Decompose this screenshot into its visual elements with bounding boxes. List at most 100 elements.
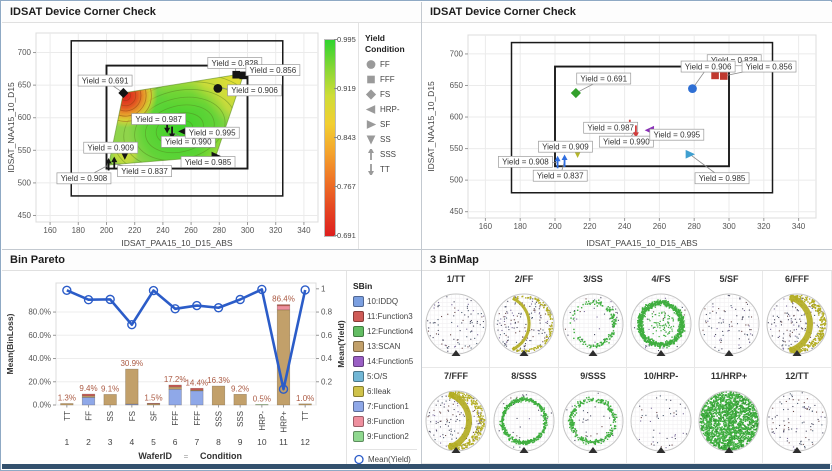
scatter-svg[interactable]: 160 180 200 220 240 260 280 300 320 340 450 500 550 6… <box>422 23 832 250</box>
svg-text:650: 650 <box>18 81 32 90</box>
mean-yield-marker[interactable] <box>235 294 245 305</box>
panel-header-scatter[interactable]: IDSAT Device Corner Check <box>422 2 832 23</box>
sbin-legend-item[interactable]: 8:Function <box>353 416 419 427</box>
sbin-legend-item[interactable]: 13:SCAN <box>353 341 419 352</box>
wafer-map-8-sss[interactable]: 8/SSS <box>490 367 559 464</box>
pareto-bar-12[interactable] <box>298 403 312 406</box>
marker-SSS[interactable] <box>561 154 568 168</box>
marker-FF[interactable] <box>688 84 697 94</box>
legend-item-sss[interactable]: SSS <box>365 149 418 160</box>
panel-header-binmap[interactable]: 3 BinMap <box>422 250 832 271</box>
svg-text:0.8: 0.8 <box>321 308 333 317</box>
pareto-svg[interactable]: 0.0% 20.0% 40.0% 60.0% 80.0% 0.2 0.4 0.6 0.8 1 Mea… <box>2 271 346 464</box>
marker-FF[interactable] <box>213 83 223 93</box>
marker-SSS[interactable] <box>111 156 118 170</box>
diamond-icon[interactable] <box>365 89 377 100</box>
svg-text:450: 450 <box>18 211 32 220</box>
x-axis-label: IDSAT_PAA15_10_D15_ABS <box>121 238 233 248</box>
legend-item-ff[interactable]: FF <box>365 59 418 70</box>
wafer-map-3-ss[interactable]: 3/SS <box>558 271 627 368</box>
wafer-map-9-sss[interactable]: 9/SSS <box>558 367 627 464</box>
sbin-legend-item[interactable]: 14:Function5 <box>353 356 419 367</box>
sbin-legend-item[interactable]: 12:Function4 <box>353 326 419 337</box>
wafer-map-5-sf[interactable]: 5/SF <box>695 271 764 368</box>
wafer-map-2-ff[interactable]: 2/FF <box>490 271 559 368</box>
sbin-legend-item[interactable]: 9:Function2 <box>353 431 419 442</box>
corner-scatter-plot[interactable]: 160 180 200 220 240 260 280 300 320 340 450 500 550 6… <box>422 23 832 250</box>
svg-text:Yield = 0.909: Yield = 0.909 <box>542 142 589 151</box>
legend-item-fs[interactable]: FS <box>365 89 418 100</box>
sbin-legend-item[interactable]: 11:Function3 <box>353 311 419 322</box>
wafer-map-11-hrp+[interactable]: 11/HRP+ <box>695 367 764 464</box>
pareto-bar-2[interactable] <box>81 393 96 406</box>
marker-SSS[interactable] <box>554 155 561 169</box>
svg-text:Yield = 0.856: Yield = 0.856 <box>250 66 297 75</box>
sbin-legend-item[interactable]: 10:IDDQ <box>353 296 419 307</box>
wafer-map-4-fs[interactable]: 4/FS <box>626 271 696 368</box>
x-axis-title: WaferID = Condition <box>138 451 242 461</box>
square-icon[interactable] <box>367 75 375 84</box>
wafer-label: 7/FFF <box>444 371 469 381</box>
pareto-bar-1[interactable] <box>60 403 74 406</box>
pareto-bar-10[interactable] <box>255 404 269 406</box>
legend-item-ss[interactable]: SS <box>365 134 418 145</box>
legend-item-fff[interactable]: FFF <box>365 74 418 85</box>
svg-text:700: 700 <box>450 49 464 58</box>
svg-text:260: 260 <box>184 226 198 235</box>
mean-yield-marker[interactable] <box>105 294 115 305</box>
mean-yield-marker[interactable] <box>170 304 180 314</box>
condition-tick-label: HRP+ <box>280 411 289 433</box>
panel-header-contour[interactable]: IDSAT Device Corner Check <box>2 2 421 23</box>
tri-left-icon[interactable] <box>365 105 376 114</box>
marker-SF[interactable] <box>685 149 696 159</box>
mean-yield-marker[interactable] <box>148 285 159 296</box>
wafer-map-10-hrp-[interactable]: 10/HRP- <box>626 367 696 464</box>
pareto-bar-8[interactable] <box>211 385 226 406</box>
marker-FFF[interactable] <box>719 72 728 80</box>
marker-FFF[interactable] <box>711 71 719 80</box>
sbin-legend-item[interactable]: 6:Ileak <box>353 386 419 397</box>
sbin-legend-item[interactable]: 7:Function1 <box>353 401 419 412</box>
bin-pareto-chart[interactable]: 0.0% 20.0% 40.0% 60.0% 80.0% 0.2 0.4 0.6 0.8 1 Mea… <box>2 271 346 464</box>
mean-yield-marker[interactable] <box>300 285 310 295</box>
mean-yield-marker[interactable] <box>127 320 137 330</box>
marker-TT[interactable] <box>632 125 639 138</box>
wafer-map-7-fff[interactable]: 7/FFF <box>422 367 491 464</box>
pareto-bar-7[interactable] <box>190 387 204 406</box>
mean-yield-legend[interactable]: Mean(Yield) <box>353 454 419 465</box>
mean-yield-marker[interactable] <box>83 295 94 305</box>
pareto-bar-4[interactable] <box>125 368 139 406</box>
tri-right-icon[interactable] <box>366 120 377 129</box>
wafer-notch-icon <box>792 446 802 453</box>
pareto-bar-6[interactable] <box>168 384 182 406</box>
mean-yield-marker[interactable] <box>257 284 267 295</box>
pareto-bar-5[interactable] <box>146 402 161 406</box>
mean-yield-marker[interactable] <box>192 300 202 311</box>
pareto-bar-9[interactable] <box>233 394 247 406</box>
condition-tick-label: FFF <box>171 411 180 426</box>
panel-header-pareto[interactable]: Bin Pareto <box>2 250 421 271</box>
mean-yield-marker[interactable] <box>278 384 289 394</box>
legend-item-sf[interactable]: SF <box>365 119 418 130</box>
tri-down-icon[interactable] <box>366 135 376 145</box>
marker-FS[interactable] <box>118 87 129 99</box>
wafer-map-1-tt[interactable]: 1/TT <box>422 271 491 368</box>
contour-svg[interactable]: 160 180 200 220 240 260 280 300 320 340 450 500 550 6… <box>2 23 322 250</box>
arrow-up-icon[interactable] <box>368 149 374 160</box>
legend-item-hrp-[interactable]: HRP- <box>365 104 418 115</box>
sbin-legend-item[interactable]: 5:O/S <box>353 371 419 382</box>
window-bottom-edge <box>2 464 830 469</box>
marker-FFF[interactable] <box>232 70 241 79</box>
circle-icon[interactable] <box>366 60 376 69</box>
wafer-map-12-tt[interactable]: 12/TT <box>763 367 832 464</box>
marker-SSS[interactable] <box>105 157 112 171</box>
contour-plot[interactable]: 160 180 200 220 240 260 280 300 320 340 450 500 550 6… <box>2 23 322 250</box>
sbin-color-chip <box>353 356 364 367</box>
mean-yield-marker[interactable] <box>213 303 224 313</box>
wafer-map-6-fff[interactable]: 6/FFF <box>763 271 832 368</box>
mean-yield-marker[interactable] <box>62 285 72 296</box>
marker-FFF[interactable] <box>239 71 248 80</box>
pareto-bar-3[interactable] <box>103 394 117 406</box>
legend-item-tt[interactable]: TT <box>365 164 418 175</box>
arrow-down-icon[interactable] <box>368 164 374 175</box>
